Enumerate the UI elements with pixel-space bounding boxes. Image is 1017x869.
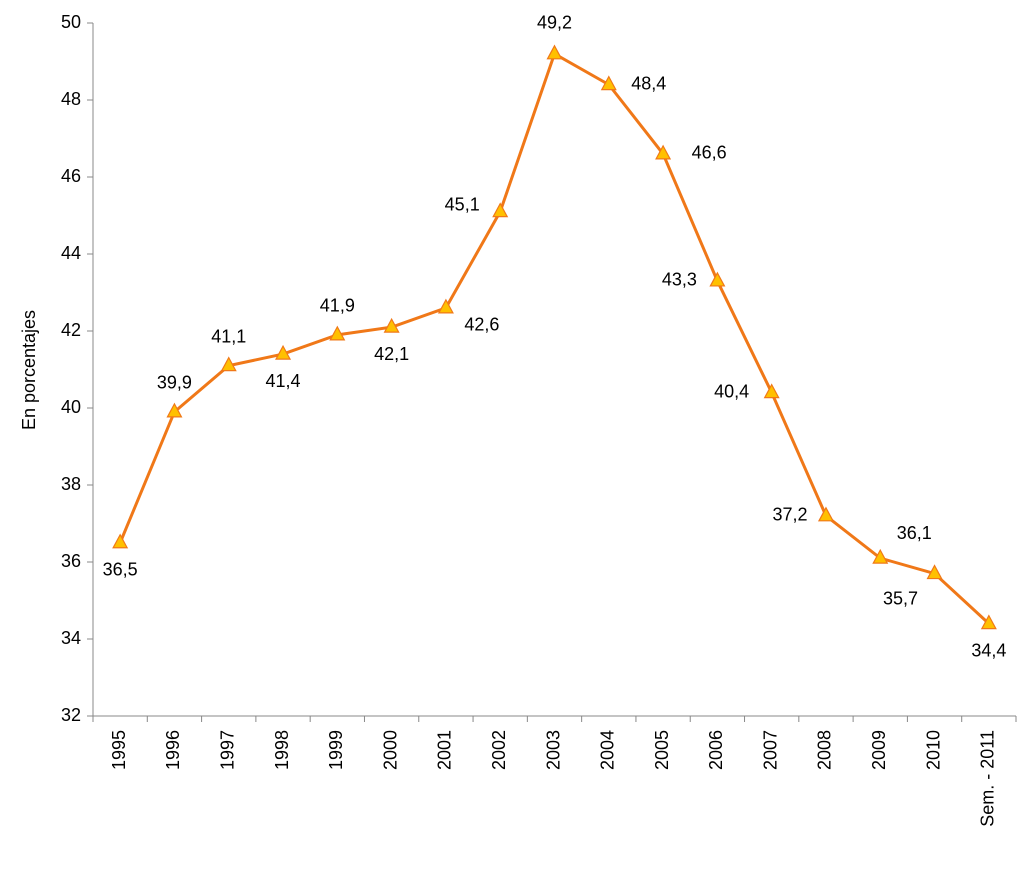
data-label: 42,6 <box>464 315 499 335</box>
marker <box>980 614 997 630</box>
marker <box>600 75 617 91</box>
x-tick-label: Sem. - 2011 <box>978 730 998 827</box>
marker <box>220 356 237 372</box>
y-tick-label: 46 <box>61 166 81 186</box>
y-tick-label: 50 <box>61 12 81 32</box>
marker <box>655 144 672 160</box>
marker <box>166 402 183 418</box>
y-tick-label: 40 <box>61 397 81 417</box>
data-label: 42,1 <box>374 344 409 364</box>
data-label: 43,3 <box>662 270 697 290</box>
x-tick-label: 2007 <box>760 730 780 770</box>
line <box>118 51 990 625</box>
marker <box>872 548 889 564</box>
data-label: 45,1 <box>445 194 480 214</box>
data-label: 36,5 <box>103 560 138 580</box>
marker <box>329 325 346 341</box>
marker <box>763 383 780 399</box>
y-tick-label: 36 <box>61 551 81 571</box>
marker <box>709 271 726 287</box>
x-tick-label: 2002 <box>489 730 509 770</box>
marker <box>492 202 509 218</box>
data-label: 48,4 <box>631 73 666 93</box>
data-label: 36,1 <box>897 523 932 543</box>
x-tick-label: 2009 <box>869 730 889 770</box>
marker <box>817 506 834 522</box>
x-tick-label: 2010 <box>923 730 943 770</box>
data-label: 41,1 <box>211 326 246 346</box>
x-tick-label: 2000 <box>380 730 400 770</box>
y-tick-label: 38 <box>61 474 81 494</box>
data-label: 41,9 <box>320 296 355 316</box>
y-tick-label: 42 <box>61 320 81 340</box>
marker <box>926 564 943 580</box>
data-label: 49,2 <box>537 13 572 33</box>
data-label: 46,6 <box>692 143 727 163</box>
x-tick-label: 2001 <box>435 730 455 770</box>
marker <box>546 44 563 60</box>
data-label: 37,2 <box>772 505 807 525</box>
x-tick-label: 1999 <box>326 730 346 770</box>
marker <box>383 317 400 333</box>
data-label: 35,7 <box>883 588 918 608</box>
y-tick-label: 34 <box>61 628 81 648</box>
y-tick-label: 44 <box>61 243 81 263</box>
marker <box>437 298 454 314</box>
x-tick-label: 2008 <box>815 730 835 770</box>
x-tick-label: 1995 <box>109 730 129 770</box>
x-tick-label: 2006 <box>706 730 726 770</box>
data-label: 41,4 <box>266 371 301 391</box>
marker <box>112 533 129 549</box>
y-tick-label: 48 <box>61 89 81 109</box>
data-label: 34,4 <box>971 640 1006 660</box>
marker <box>275 344 292 360</box>
data-label: 39,9 <box>157 373 192 393</box>
y-axis-title: En porcentajes <box>19 310 39 430</box>
data-label: 40,4 <box>714 381 749 401</box>
x-tick-label: 2004 <box>598 730 618 770</box>
y-tick-label: 32 <box>61 705 81 725</box>
x-tick-label: 1997 <box>217 730 237 770</box>
x-tick-label: 2003 <box>543 730 563 770</box>
x-tick-label: 1996 <box>163 730 183 770</box>
x-tick-label: 1998 <box>272 730 292 770</box>
x-tick-label: 2005 <box>652 730 672 770</box>
